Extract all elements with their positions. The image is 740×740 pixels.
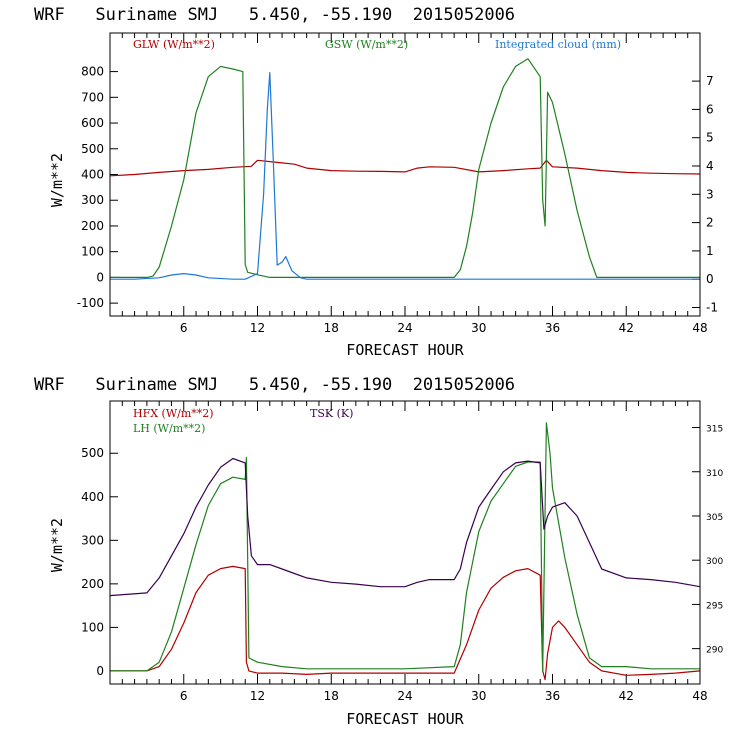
y-tick-label: 300	[81, 533, 104, 547]
x-tick-label: 30	[471, 689, 486, 703]
x-tick-label: 12	[250, 321, 265, 335]
x-tick-label: 6	[180, 321, 188, 335]
y-tick-label: 400	[81, 490, 104, 504]
y-tick-label: 600	[81, 116, 104, 130]
y-tick-label: 200	[81, 577, 104, 591]
panel-1-axes: 6 12 18 24 30 36 42 48-100010020030040050060070…	[77, 33, 718, 335]
legend-gsw: GSW (W/m**2)	[325, 38, 408, 51]
x-tick-label: 6	[180, 689, 188, 703]
legend-glw: GLW (W/m**2)	[133, 38, 215, 51]
legend-cloud: Integrated cloud (mm)	[495, 38, 621, 51]
y-tick-label: 800	[81, 65, 104, 79]
x-tick-label: 42	[619, 689, 634, 703]
y2-tick-label: 310	[706, 469, 723, 479]
y-tick-label: 500	[81, 446, 104, 460]
panel-1-series	[109, 58, 701, 280]
y2-tick-label: 6	[706, 102, 714, 116]
panel-2-series	[109, 422, 701, 681]
y-tick-label: 200	[81, 219, 104, 233]
x-tick-label: 24	[397, 321, 412, 335]
x-tick-label: 30	[471, 321, 486, 335]
panel-2-x-axis-label: FORECAST HOUR	[346, 710, 464, 728]
panel-1-x-axis-label: FORECAST HOUR	[346, 341, 464, 359]
series-line-tsk	[109, 457, 701, 597]
legend-lh: LH (W/m**2)	[133, 422, 205, 435]
x-tick-label: 12	[250, 689, 265, 703]
y2-tick-label: 315	[706, 425, 723, 435]
x-tick-label: 48	[692, 321, 707, 335]
x-tick-label: 42	[619, 321, 634, 335]
panel-1-plot-frame	[109, 32, 701, 317]
y-tick-label: -100	[77, 296, 104, 310]
x-tick-label: 18	[324, 321, 339, 335]
y2-tick-label: 0	[706, 272, 714, 286]
series-line-gsw	[110, 58, 700, 278]
x-tick-label: 36	[545, 689, 560, 703]
y2-tick-label: 7	[706, 74, 714, 88]
y2-tick-label: 3	[706, 187, 714, 201]
panel-1-y-axis-label: W/m**2	[48, 153, 66, 207]
y2-tick-label: 305	[706, 513, 723, 523]
radiation-panel: WRF Suriname SMJ 5.450, -55.190 20150520…	[34, 5, 718, 359]
y-tick-label: 400	[81, 168, 104, 182]
y2-tick-label: 4	[706, 159, 714, 173]
series-line-hfx	[110, 565, 701, 681]
legend-hfx: HFX (W/m**2)	[133, 407, 214, 420]
y2-tick-label: 1	[706, 244, 714, 258]
y2-tick-label: -1	[706, 301, 718, 315]
series-line-integrated	[110, 71, 700, 280]
y-tick-label: 500	[81, 142, 104, 156]
y-tick-label: 0	[96, 270, 104, 284]
flux-panel: WRF Suriname SMJ 5.450, -55.190 20150520…	[34, 375, 723, 728]
panel-2-y-axis-label: W/m**2	[48, 518, 66, 572]
panel-2-axes: 6 12 18 24 30 36 42 48 0 100 200 300 400 500 290 295 300…	[81, 401, 723, 703]
x-tick-label: 18	[324, 689, 339, 703]
series-line-lh	[110, 422, 700, 672]
series-line-glw	[109, 159, 701, 177]
x-tick-label: 48	[692, 689, 707, 703]
y2-tick-label: 300	[706, 557, 723, 567]
x-tick-label: 36	[545, 321, 560, 335]
x-tick-label: 24	[397, 689, 412, 703]
legend-tsk: TSK (K)	[310, 407, 353, 420]
y-tick-label: 100	[81, 245, 104, 259]
y2-tick-label: 295	[706, 601, 723, 611]
y2-tick-label: 5	[706, 131, 714, 145]
panel-2-title: WRF Suriname SMJ 5.450, -55.190 20150520…	[34, 375, 515, 395]
y-tick-label: 100	[81, 620, 104, 634]
y-tick-label: 0	[96, 664, 104, 678]
y-tick-label: 700	[81, 90, 104, 104]
panel-2-plot-frame	[109, 400, 701, 685]
y2-tick-label: 2	[706, 216, 714, 230]
panel-1-title: WRF Suriname SMJ 5.450, -55.190 20150520…	[34, 5, 515, 25]
y-tick-label: 300	[81, 193, 104, 207]
y2-tick-label: 290	[706, 646, 723, 656]
